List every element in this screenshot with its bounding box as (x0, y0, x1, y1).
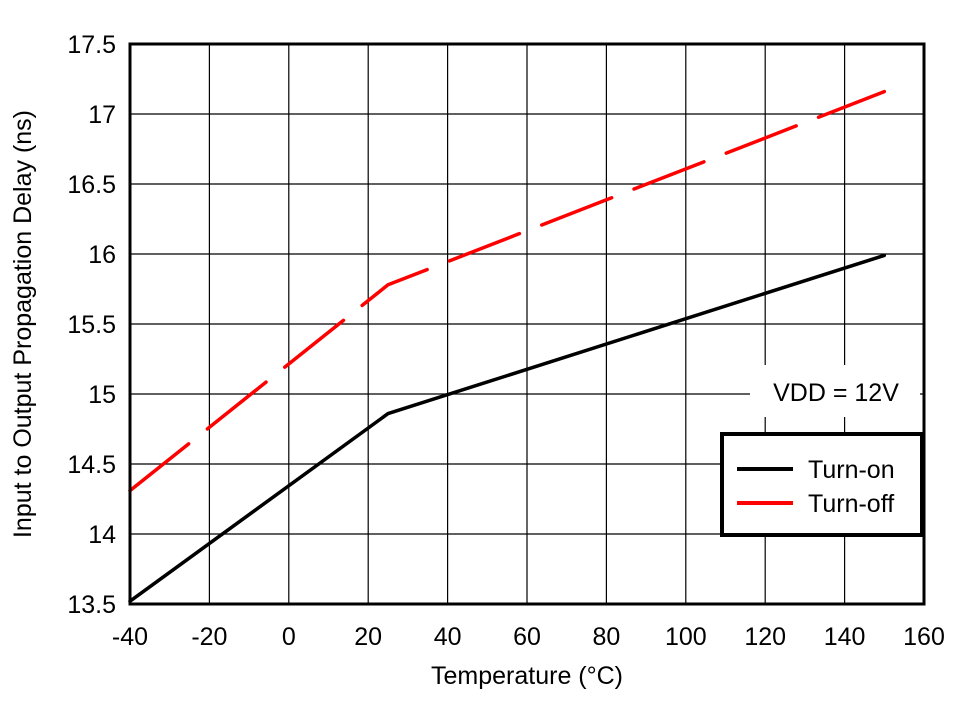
series-line-turn-on (128, 253, 887, 603)
y-tick-label: 16.5 (67, 171, 116, 199)
x-tick-label: 80 (592, 623, 620, 651)
legend-box (720, 432, 924, 537)
y-tick-label: 15.5 (67, 311, 116, 339)
x-tick-label: 40 (434, 623, 462, 651)
y-axis-label: Input to Output Propagation Delay (ns) (9, 110, 37, 538)
x-tick-label: -40 (112, 623, 148, 651)
x-tick-label: -20 (191, 623, 227, 651)
y-tick-label: 17.5 (67, 31, 116, 59)
series-line-turn-off (128, 89, 887, 493)
legend-label-turn-off: Turn-off (808, 490, 894, 518)
plot-frame (128, 42, 926, 606)
x-tick-label: 0 (282, 623, 296, 651)
series-lines (128, 89, 887, 603)
x-tick-label: 120 (744, 623, 786, 651)
x-tick-label: 140 (824, 623, 866, 651)
y-tick-label: 17 (88, 101, 116, 129)
y-tick-label: 15 (88, 381, 116, 409)
annotation-background (750, 365, 920, 417)
annotation-vdd: VDD = 12V (773, 379, 899, 407)
legend-label-turn-on: Turn-on (808, 456, 895, 484)
y-tick-label: 14.5 (67, 451, 116, 479)
x-tick-label: 20 (354, 623, 382, 651)
y-tick-label: 14 (88, 521, 116, 549)
x-tick-label: 100 (665, 623, 707, 651)
y-tick-label: 16 (88, 241, 116, 269)
x-tick-label: 160 (903, 623, 945, 651)
legend: Turn-on Turn-off (720, 432, 924, 537)
x-tick-label: 60 (513, 623, 541, 651)
y-tick-label: 13.5 (67, 591, 116, 619)
x-axis-label: Temperature (°C) (431, 662, 623, 690)
tick-labels: -40 -20 0 20 40 60 80 100 120 140 160 13.5 14 14.5 15 1… (67, 31, 945, 651)
